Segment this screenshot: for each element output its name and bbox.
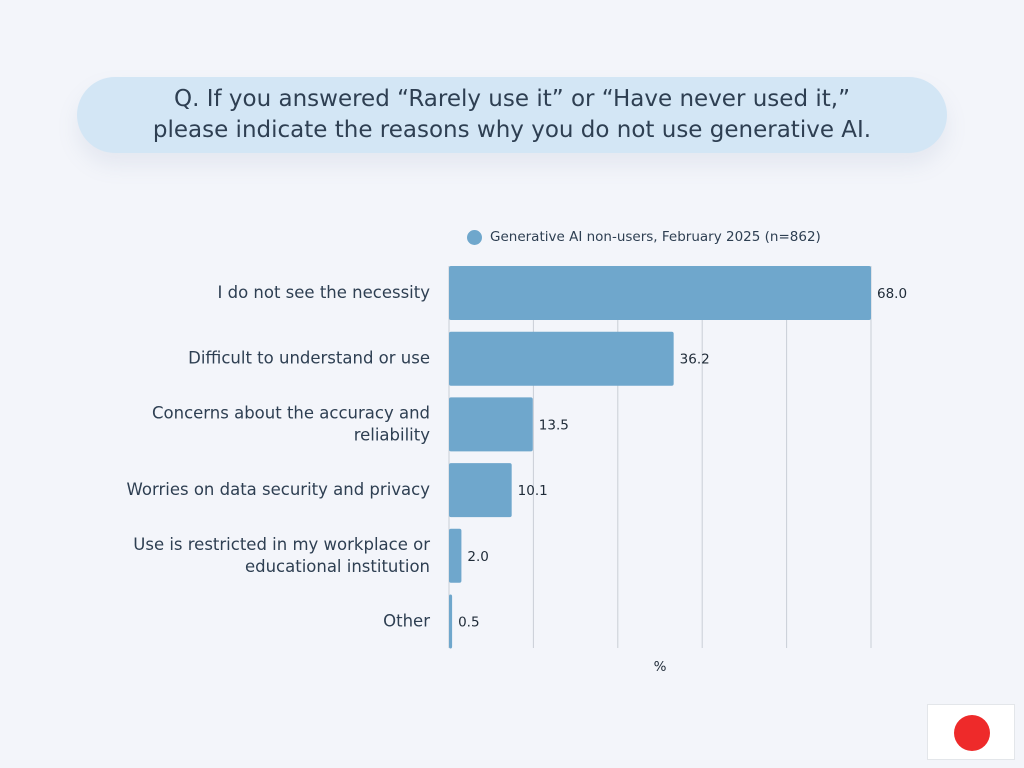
category-label: Difficult to understand or use xyxy=(188,349,430,368)
category-label: Concerns about the accuracy and xyxy=(152,403,430,422)
question-line-2: please indicate the reasons why you do n… xyxy=(152,117,872,143)
bar-value-label: 68.0 xyxy=(877,286,907,302)
chart-legend: Generative AI non-users, February 2025 (… xyxy=(467,228,821,246)
bar-value-label: 0.5 xyxy=(458,615,479,631)
category-label: I do not see the necessity xyxy=(217,283,430,302)
category-label: Other xyxy=(383,612,430,631)
bar-value-label: 36.2 xyxy=(680,352,710,368)
bar-value-label: 10.1 xyxy=(518,483,548,499)
legend-label: Generative AI non-users, February 2025 (… xyxy=(490,229,821,245)
flag-red-disc xyxy=(954,715,990,751)
category-label: reliability xyxy=(354,425,431,444)
bar xyxy=(449,463,512,518)
bar-value-label: 13.5 xyxy=(539,417,569,433)
question-banner: Q. If you answered “Rarely use it” or “H… xyxy=(77,77,947,153)
question-line-1: Q. If you answered “Rarely use it” or “H… xyxy=(174,86,850,112)
legend-marker-icon xyxy=(467,229,482,245)
bar xyxy=(449,594,453,649)
category-label: Use is restricted in my workplace or xyxy=(133,535,430,554)
bar xyxy=(449,266,871,320)
x-axis-unit-label: % xyxy=(654,659,667,675)
bar xyxy=(449,331,674,386)
bar xyxy=(449,528,462,583)
category-label: educational institution xyxy=(245,557,430,576)
bar xyxy=(449,397,533,452)
category-label: Worries on data security and privacy xyxy=(127,480,431,499)
bar-value-label: 2.0 xyxy=(467,549,488,565)
japan-flag-icon xyxy=(927,704,1015,760)
